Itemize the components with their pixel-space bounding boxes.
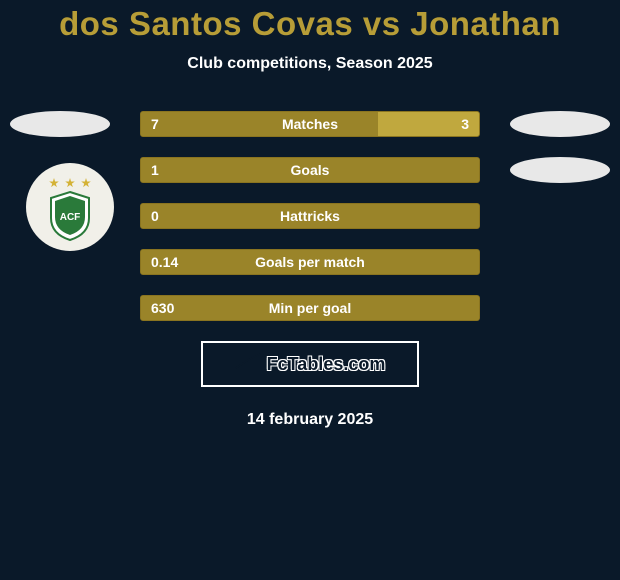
- stat-right-value: 3: [461, 116, 469, 132]
- comparison-card: dos Santos Covas vs Jonathan Club compet…: [0, 0, 620, 429]
- stat-label: Goals: [291, 162, 330, 178]
- branding-text: FcTables.com: [267, 354, 386, 375]
- left-ellipse: [10, 111, 110, 137]
- stat-label: Matches: [282, 116, 338, 132]
- stat-label: Hattricks: [280, 208, 340, 224]
- stats-area: ACF 7 Matches 3 1 Goals: [0, 111, 620, 321]
- stat-bar: 1 Goals: [140, 157, 480, 183]
- stat-row-matches: 7 Matches 3: [0, 111, 620, 137]
- bar-chart-icon: [235, 353, 263, 375]
- stat-row-min-per-goal: 630 Min per goal: [0, 295, 620, 321]
- stat-fill-left: [141, 112, 378, 136]
- stat-left-value: 7: [151, 116, 159, 132]
- stat-row-goals-per-match: 0.14 Goals per match: [0, 249, 620, 275]
- stat-bar: 630 Min per goal: [140, 295, 480, 321]
- branding-box: FcTables.com: [201, 341, 419, 387]
- stat-bar: 0 Hattricks: [140, 203, 480, 229]
- right-ellipse: [510, 111, 610, 137]
- subtitle: Club competitions, Season 2025: [0, 55, 620, 73]
- stat-left-value: 0: [151, 208, 159, 224]
- stat-row-hattricks: 0 Hattricks: [0, 203, 620, 229]
- stat-label: Min per goal: [269, 300, 351, 316]
- stat-bar: 7 Matches 3: [140, 111, 480, 137]
- stat-row-goals: 1 Goals: [0, 157, 620, 183]
- stat-left-value: 630: [151, 300, 174, 316]
- stat-bar: 0.14 Goals per match: [140, 249, 480, 275]
- right-ellipse: [510, 157, 610, 183]
- stat-label: Goals per match: [255, 254, 365, 270]
- page-title: dos Santos Covas vs Jonathan: [0, 5, 620, 43]
- stat-left-value: 0.14: [151, 254, 178, 270]
- stat-left-value: 1: [151, 162, 159, 178]
- date-text: 14 february 2025: [0, 411, 620, 429]
